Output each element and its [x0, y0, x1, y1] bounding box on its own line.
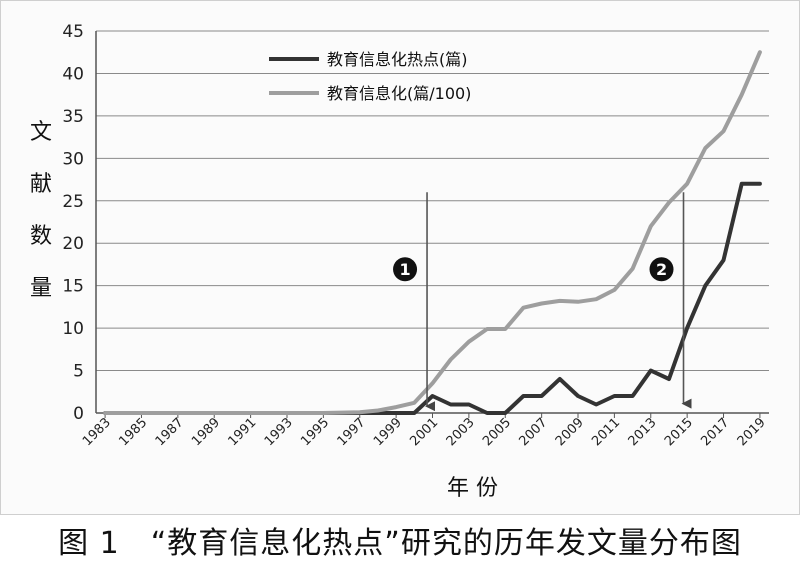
y-tick-label: 15	[62, 277, 84, 297]
x-tick-label: 1983	[80, 415, 114, 449]
x-tick-label: 2019	[735, 415, 769, 449]
x-tick-label: 2011	[589, 415, 623, 449]
y-axis-label-char: 文	[30, 120, 52, 145]
y-axis-label-char: 献	[30, 172, 52, 197]
x-tick-label: 2013	[626, 415, 660, 449]
legend-label-1: 教育信息化热点(篇)	[327, 50, 468, 69]
y-tick-label: 45	[62, 22, 84, 42]
annotation-badge-label: 1	[399, 260, 410, 279]
x-tick-label: 2003	[444, 415, 478, 449]
y-tick-label: 0	[73, 404, 84, 424]
x-tick-label: 2015	[662, 415, 696, 449]
x-tick-label: 1995	[298, 415, 332, 449]
y-tick-label: 25	[62, 192, 84, 212]
x-tick-label: 1989	[189, 415, 223, 449]
chart-frame: 0 5 10 15 20 25 30 35 40 45 1983 1985 1987 1989 1991 19…	[0, 0, 800, 515]
series-line-2	[103, 50, 762, 415]
x-tick-label: 2005	[480, 415, 514, 449]
annotation-badge-label: 2	[656, 260, 667, 279]
annotation-badge-2	[649, 257, 674, 282]
y-tick-label: 20	[62, 234, 84, 254]
y-tick-label: 5	[73, 362, 84, 382]
x-axis-label: 年 份	[447, 476, 498, 501]
y-tick-label: 35	[62, 107, 84, 127]
y-axis-label-char: 量	[30, 276, 52, 301]
x-tick-label: 1993	[262, 415, 296, 449]
x-tick-label: 1991	[225, 415, 259, 449]
figure-caption: 图 1 “教育信息化热点”研究的历年发文量分布图	[58, 526, 742, 561]
series-line-1	[103, 181, 762, 415]
x-tick-label: 1999	[371, 415, 405, 449]
legend-label-2: 教育信息化(篇/100)	[327, 84, 471, 103]
x-tick-label: 2017	[698, 415, 732, 449]
x-tick-label: 2001	[407, 415, 441, 449]
x-tick-label: 2009	[553, 415, 587, 449]
annotation-badge-1	[393, 257, 418, 282]
y-tick-label: 10	[62, 319, 84, 339]
y-axis-label-char: 数	[30, 224, 52, 249]
x-tick-label: 1985	[116, 415, 150, 449]
y-tick-label: 40	[62, 64, 84, 84]
x-tick-label: 2007	[516, 415, 550, 449]
x-tick-label: 1987	[153, 415, 187, 449]
x-tick-label: 1997	[335, 415, 369, 449]
y-tick-label: 30	[62, 149, 84, 169]
